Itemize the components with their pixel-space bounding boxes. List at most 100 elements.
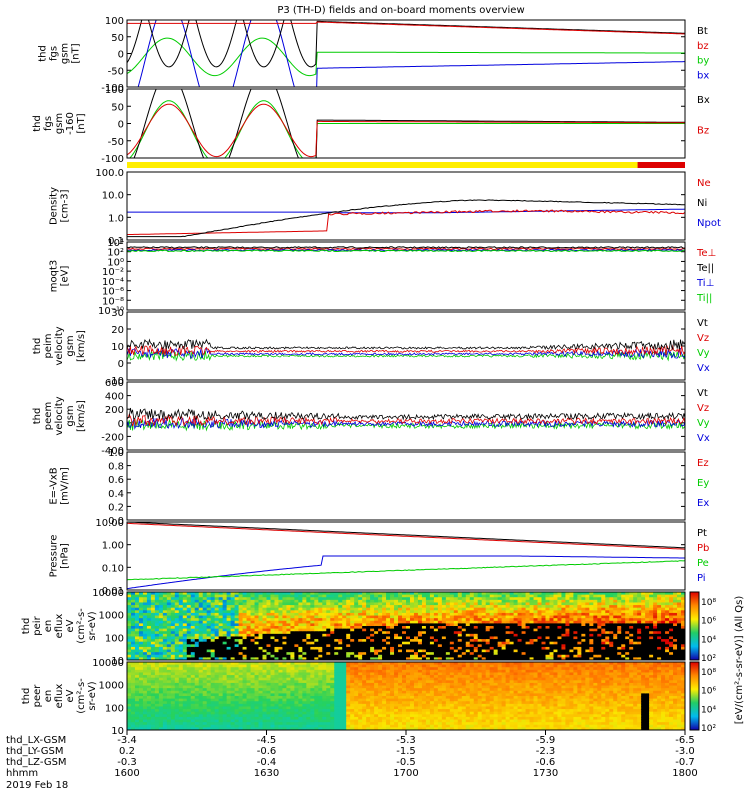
heatmap-cell bbox=[657, 649, 662, 653]
heatmap-cell bbox=[437, 641, 443, 645]
heatmap-cell bbox=[262, 706, 268, 710]
heatmap-cell bbox=[198, 631, 204, 635]
heatmap-cell bbox=[581, 644, 586, 648]
heatmap-cell bbox=[413, 641, 419, 645]
heatmap-cell bbox=[437, 597, 443, 601]
heatmap-cell bbox=[150, 688, 156, 692]
heatmap-cell bbox=[378, 599, 383, 604]
heatmap-cell bbox=[270, 680, 276, 684]
heatmap-cell bbox=[214, 662, 220, 666]
heatmap-cell bbox=[533, 592, 539, 596]
heatmap-cell bbox=[142, 698, 148, 702]
heatmap-cell bbox=[322, 626, 327, 630]
heatmap-cell bbox=[489, 649, 495, 653]
heatmap-cell bbox=[334, 652, 339, 656]
heatmap-cell bbox=[589, 631, 594, 635]
heatmap-cell bbox=[182, 664, 188, 668]
heatmap-cell bbox=[322, 631, 327, 635]
heatmap-cell bbox=[585, 654, 590, 658]
heatmap-cell bbox=[370, 633, 375, 638]
heatmap-cell bbox=[386, 641, 391, 645]
heatmap-cell bbox=[541, 639, 547, 643]
heatmap-cell bbox=[561, 592, 567, 596]
heatmap-cell bbox=[597, 620, 602, 624]
heatmap-cell bbox=[222, 688, 228, 692]
heatmap-cell bbox=[641, 646, 646, 651]
heatmap-cell bbox=[437, 628, 443, 632]
heatmap-cell bbox=[641, 607, 646, 611]
heatmap-cell bbox=[469, 644, 475, 648]
heatmap-cell bbox=[529, 636, 535, 640]
heatmap-cell bbox=[394, 636, 399, 640]
heatmap-cell bbox=[533, 644, 539, 648]
heatmap-cell bbox=[214, 594, 220, 598]
heatmap-cell bbox=[350, 654, 355, 658]
heatmap-cell bbox=[290, 592, 295, 596]
heatmap-cell bbox=[461, 610, 467, 614]
heatmap-cell bbox=[370, 605, 375, 609]
heatmap-cell bbox=[589, 607, 594, 611]
heatmap-cell bbox=[521, 612, 527, 617]
heatmap-cell bbox=[609, 626, 614, 630]
heatmap-cell bbox=[222, 669, 228, 674]
heatmap-cell bbox=[238, 719, 244, 723]
heatmap-cell bbox=[202, 610, 208, 614]
heatmap-cell bbox=[633, 633, 638, 638]
heatmap-cell bbox=[409, 610, 415, 614]
heatmap-cell bbox=[497, 654, 503, 658]
heatmap-cell bbox=[398, 602, 403, 606]
heatmap-cell bbox=[138, 722, 144, 726]
heatmap-cell bbox=[242, 664, 248, 668]
heatmap-cell bbox=[637, 607, 642, 611]
heatmap-cell bbox=[218, 664, 224, 668]
heatmap-cell bbox=[246, 724, 252, 728]
heatmap-cell bbox=[270, 652, 276, 656]
heatmap-cell bbox=[346, 592, 351, 596]
heatmap-cell bbox=[425, 620, 431, 624]
heatmap-cell bbox=[677, 623, 682, 627]
heatmap-cell bbox=[190, 633, 196, 638]
heatmap-cell bbox=[681, 597, 685, 601]
heatmap-cell bbox=[314, 599, 319, 604]
heatmap-cell bbox=[246, 636, 252, 640]
heatmap-cell bbox=[497, 610, 503, 614]
heatmap-cell bbox=[409, 639, 415, 643]
heatmap-cell bbox=[394, 654, 399, 658]
heatmap-cell bbox=[362, 605, 367, 609]
heatmap-cell bbox=[493, 633, 499, 638]
heatmap-cell bbox=[194, 597, 200, 601]
heatmap-cell bbox=[182, 685, 188, 689]
heatmap-cell bbox=[473, 592, 479, 596]
heatmap-cell bbox=[278, 719, 284, 723]
heatmap-cell bbox=[154, 711, 160, 715]
heatmap-cell bbox=[413, 610, 419, 614]
heatmap-cell bbox=[374, 646, 379, 651]
heatmap-cell bbox=[481, 594, 487, 598]
heatmap-cell bbox=[154, 664, 160, 668]
heatmap-cell bbox=[505, 592, 511, 596]
heatmap-cell bbox=[178, 628, 184, 632]
heatmap-cell bbox=[433, 607, 439, 611]
heatmap-cell bbox=[186, 597, 192, 601]
heatmap-cell bbox=[190, 652, 196, 656]
heatmap-cell bbox=[230, 599, 236, 604]
heatmap-cell bbox=[290, 623, 295, 627]
heatmap-cell bbox=[250, 607, 256, 611]
heatmap-cell bbox=[246, 693, 252, 697]
heatmap-cell bbox=[286, 599, 292, 604]
heatmap-cell bbox=[569, 615, 574, 619]
heatmap-cell bbox=[449, 657, 455, 660]
heatmap-cell bbox=[421, 597, 427, 601]
heatmap-cell bbox=[298, 636, 303, 640]
heatmap-cell bbox=[186, 701, 192, 705]
heatmap-cell bbox=[429, 618, 435, 622]
heatmap-cell bbox=[657, 607, 662, 611]
heatmap-cell bbox=[238, 677, 244, 681]
heatmap-cell bbox=[127, 680, 132, 684]
heatmap-cell bbox=[609, 620, 614, 624]
heatmap-cell bbox=[533, 628, 539, 632]
heatmap-cell bbox=[641, 649, 646, 653]
heatmap-cell bbox=[461, 602, 467, 606]
heatmap-cell bbox=[342, 626, 347, 630]
